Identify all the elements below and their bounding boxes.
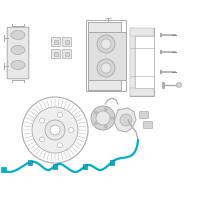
Circle shape — [177, 82, 182, 88]
Polygon shape — [114, 108, 136, 132]
FancyBboxPatch shape — [140, 112, 148, 118]
Bar — [65, 52, 69, 56]
Circle shape — [101, 63, 111, 73]
Bar — [83, 164, 87, 169]
Circle shape — [68, 128, 74, 132]
Circle shape — [57, 143, 62, 148]
FancyBboxPatch shape — [62, 49, 72, 58]
Bar — [65, 40, 69, 44]
Bar — [88, 32, 126, 80]
FancyBboxPatch shape — [7, 27, 29, 79]
Circle shape — [32, 107, 78, 153]
Ellipse shape — [11, 30, 25, 40]
Circle shape — [104, 125, 107, 128]
Bar — [110, 160, 114, 165]
Circle shape — [101, 39, 111, 49]
Circle shape — [94, 111, 97, 114]
Bar — [130, 28, 135, 96]
Bar — [130, 28, 154, 96]
Ellipse shape — [11, 46, 25, 54]
Circle shape — [22, 97, 88, 163]
Circle shape — [91, 106, 115, 130]
Bar — [54, 52, 58, 56]
Circle shape — [57, 112, 62, 117]
Bar — [135, 36, 154, 88]
Circle shape — [50, 125, 60, 135]
Circle shape — [97, 35, 115, 53]
Circle shape — [40, 118, 45, 123]
Bar — [130, 88, 154, 96]
Bar — [88, 22, 96, 90]
Bar — [54, 40, 58, 44]
Bar — [88, 22, 121, 32]
FancyBboxPatch shape — [52, 49, 60, 58]
Circle shape — [94, 122, 97, 125]
Circle shape — [120, 114, 132, 126]
Bar — [1, 167, 6, 172]
Bar — [130, 28, 154, 36]
Circle shape — [97, 59, 115, 77]
Bar — [28, 160, 32, 165]
Ellipse shape — [11, 60, 25, 70]
Circle shape — [40, 137, 45, 142]
Circle shape — [96, 111, 110, 125]
Circle shape — [45, 120, 65, 140]
FancyBboxPatch shape — [144, 122, 152, 128]
Circle shape — [104, 108, 107, 111]
FancyBboxPatch shape — [52, 38, 60, 46]
Bar — [53, 164, 57, 169]
Circle shape — [110, 116, 114, 119]
Bar — [88, 80, 121, 90]
FancyBboxPatch shape — [62, 38, 72, 46]
